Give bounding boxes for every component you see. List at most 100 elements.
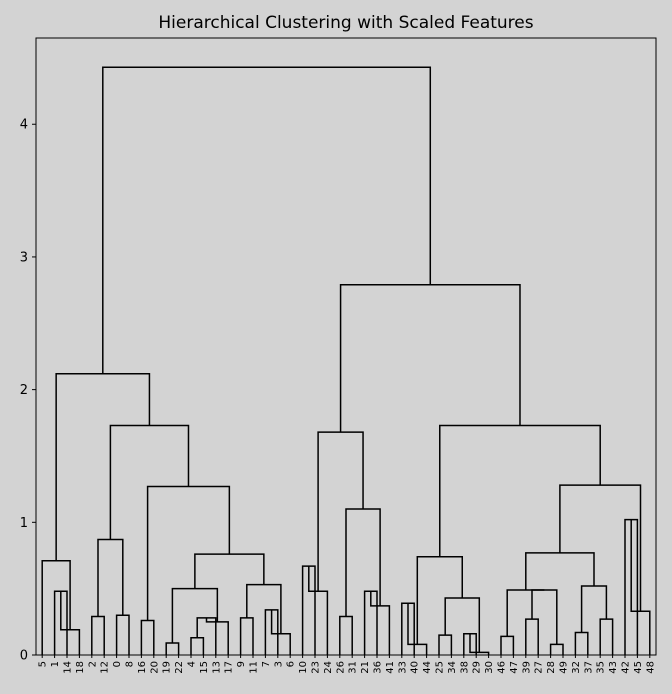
leaf-label-41: 41 [385, 661, 396, 674]
leaf-label-34: 34 [447, 661, 458, 674]
dendrogram-link-44 [630, 519, 651, 655]
leaf-label-2: 2 [87, 661, 98, 667]
dendrogram-link-41 [580, 585, 608, 633]
leaf-label-48: 48 [645, 661, 656, 674]
leaf-label-13: 13 [211, 661, 222, 674]
dendrogram-link-48 [102, 66, 432, 374]
dendrogram-link-42 [525, 552, 595, 590]
dendrogram-link-21 [308, 566, 329, 655]
dendrogram-link-8 [190, 637, 205, 655]
leaf-label-31: 31 [348, 661, 359, 674]
leaf-label-36: 36 [373, 661, 384, 674]
dendrogram-link-40 [599, 618, 614, 655]
dendrogram-link-43 [624, 518, 639, 655]
dendrogram-link-33 [416, 556, 463, 645]
y-tick-label-0: 0 [20, 649, 28, 664]
leaf-label-3: 3 [273, 661, 284, 667]
leaf-label-9: 9 [236, 661, 247, 667]
y-tick-label-2: 2 [20, 383, 28, 398]
y-axis: 0 1 2 3 4 [20, 118, 36, 664]
dendrogram-link-35 [525, 618, 539, 655]
leaf-label-39: 39 [521, 661, 532, 674]
dendrogram-link-47 [339, 284, 521, 433]
leaf-label-17: 17 [224, 661, 235, 674]
leaf-label-42: 42 [621, 661, 632, 674]
leaf-label-37: 37 [583, 661, 594, 674]
dendrogram-link-16 [194, 553, 265, 589]
leaf-label-7: 7 [261, 661, 272, 667]
leaf-label-26: 26 [335, 661, 346, 674]
dendrogram-link-5 [97, 538, 124, 617]
leaf-label-38: 38 [459, 661, 470, 674]
leaf-label-46: 46 [497, 661, 508, 674]
leaf-label-49: 49 [559, 661, 570, 674]
leaf-label-30: 30 [484, 661, 495, 674]
dendrogram-link-9 [196, 617, 217, 655]
dendrogram-links [41, 66, 651, 655]
dendrogram-link-32 [444, 597, 481, 653]
leaf-label-47: 47 [509, 661, 520, 674]
leaf-label-44: 44 [422, 661, 433, 674]
leaf-label-43: 43 [608, 661, 619, 674]
dendrogram-link-38 [506, 589, 545, 637]
leaf-label-8: 8 [125, 661, 136, 667]
y-tick-label-3: 3 [20, 250, 28, 265]
dendrogram-link-6 [140, 619, 155, 655]
dendrogram-link-18 [109, 424, 190, 540]
leaf-label-25: 25 [435, 661, 446, 674]
leaf-label-6: 6 [286, 661, 297, 667]
leaf-label-27: 27 [534, 661, 545, 674]
leaf-label-4: 4 [187, 661, 198, 667]
dendrogram-link-36 [549, 643, 564, 655]
x-axis: 5 1 14 18 2 12 0 8 16 20 19 22 4 15 13 17 9 11 7 3 6 10 23 24 26… [38, 655, 656, 674]
dendrogram-link-2 [41, 560, 71, 655]
dendrogram-link-25 [345, 508, 381, 617]
leaf-label-12: 12 [100, 661, 111, 674]
leaf-label-18: 18 [75, 661, 86, 674]
dendrogram-link-34 [500, 635, 515, 655]
dendrogram-link-3 [91, 615, 105, 655]
leaf-label-1: 1 [50, 661, 61, 667]
leaf-label-14: 14 [63, 661, 74, 674]
dendrogram-link-45 [559, 484, 642, 612]
leaf-label-35: 35 [596, 661, 607, 674]
leaf-label-45: 45 [633, 661, 644, 674]
dendrogram-link-28 [407, 603, 428, 655]
dendrogram-link-10 [205, 617, 229, 655]
dendrogram-link-46 [439, 424, 601, 557]
leaf-label-15: 15 [199, 661, 210, 674]
dendrogram-link-13 [264, 609, 279, 655]
leaf-label-32: 32 [571, 661, 582, 674]
dendrogram-link-39 [574, 631, 589, 655]
leaf-label-20: 20 [149, 661, 160, 674]
leaf-label-28: 28 [546, 661, 557, 674]
leaf-label-10: 10 [298, 661, 309, 674]
dendrogram-link-19 [55, 372, 151, 561]
leaf-label-22: 22 [174, 661, 185, 674]
dendrogram-link-26 [317, 431, 364, 592]
leaf-label-33: 33 [397, 661, 408, 674]
leaf-label-40: 40 [410, 661, 421, 674]
dendrogram-link-4 [115, 614, 130, 655]
dendrogram-link-29 [438, 634, 453, 655]
chart-title: Hierarchical Clustering with Scaled Feat… [158, 13, 534, 33]
dendrogram-link-37 [531, 589, 558, 645]
dendrogram-link-7 [165, 642, 180, 655]
dendrogram-link-11 [171, 587, 219, 644]
leaf-label-11: 11 [249, 661, 260, 674]
dendrogram-link-12 [239, 617, 254, 655]
plot-frame [35, 37, 657, 656]
dendrogram-link-22 [339, 615, 353, 655]
leaf-label-29: 29 [472, 661, 483, 674]
y-tick-label-1: 1 [20, 516, 28, 531]
y-tick-label-4: 4 [20, 118, 28, 133]
leaf-label-5: 5 [38, 661, 49, 667]
leaf-label-19: 19 [162, 661, 173, 674]
dendrogram-link-14 [270, 609, 291, 655]
leaf-label-21: 21 [360, 661, 371, 674]
leaf-label-0: 0 [112, 661, 123, 667]
leaf-label-24: 24 [323, 661, 334, 674]
leaf-label-23: 23 [311, 661, 322, 674]
